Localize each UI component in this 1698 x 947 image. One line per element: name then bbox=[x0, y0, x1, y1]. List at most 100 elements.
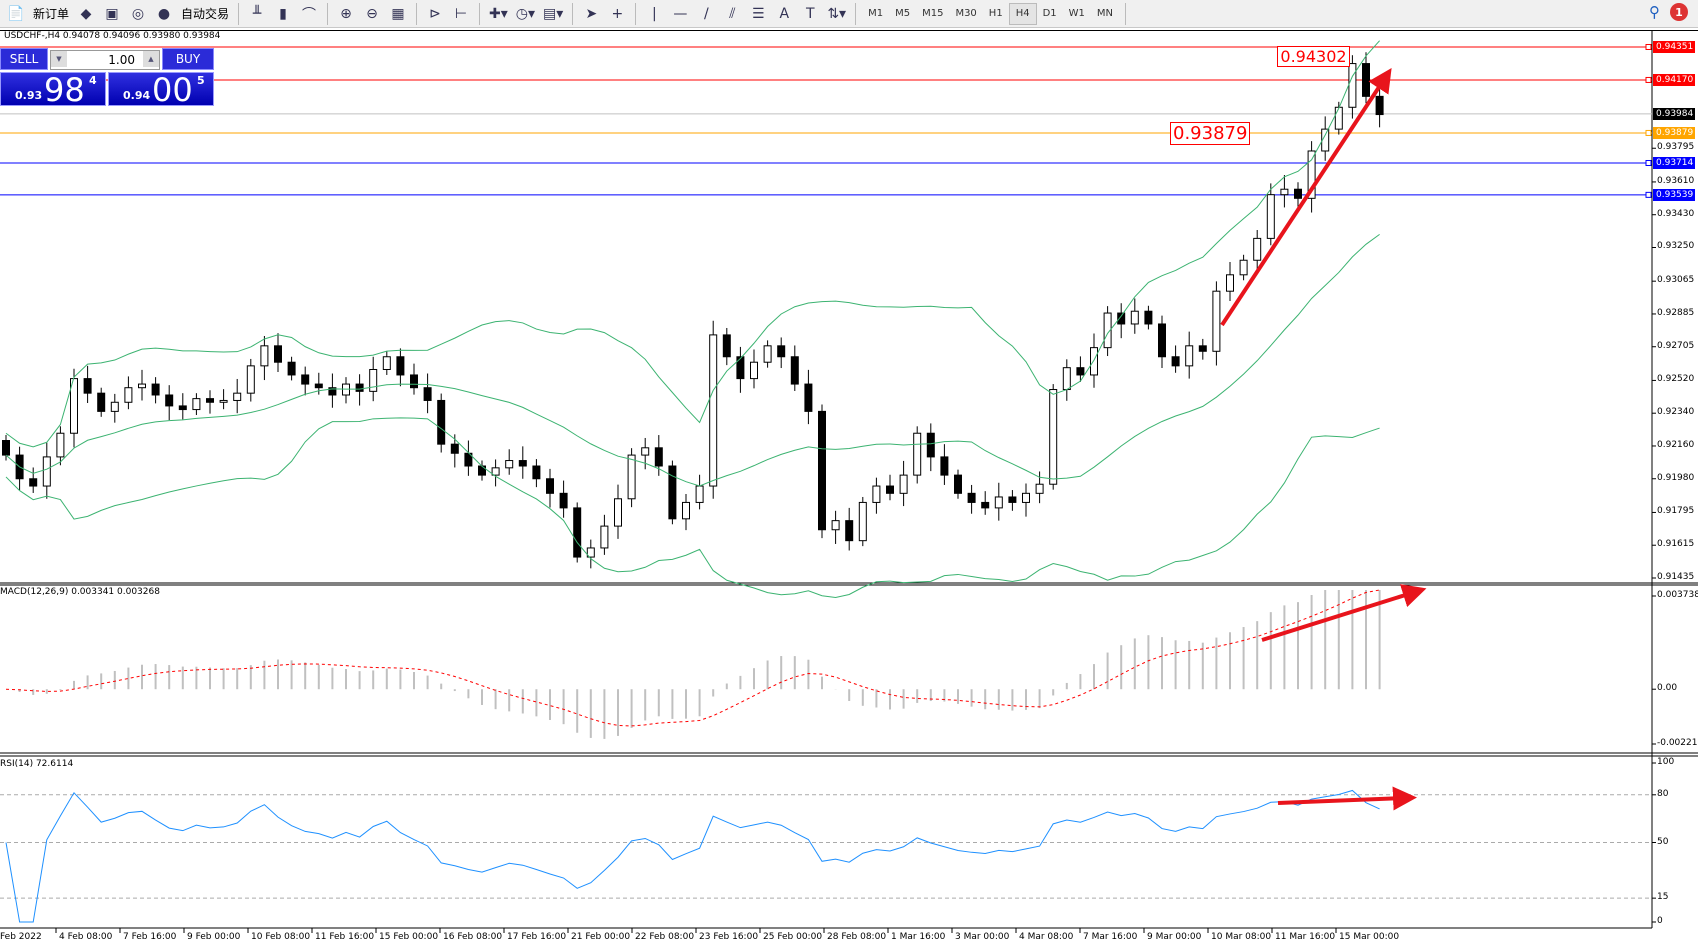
lot-increase-button[interactable]: ▲ bbox=[143, 51, 159, 67]
level-handle bbox=[1645, 129, 1652, 136]
candle-body bbox=[1362, 63, 1370, 97]
price-axis-label: 0.93065 bbox=[1657, 275, 1695, 286]
price-axis-label: 0.91615 bbox=[1657, 539, 1695, 550]
equidistant-channel-icon[interactable]: ⫽ bbox=[729, 5, 736, 22]
time-axis-label: 4 Feb 08:00 bbox=[59, 932, 113, 942]
candle-body bbox=[940, 456, 949, 476]
price-level-tag: 0.94351 bbox=[1653, 41, 1695, 53]
zoom-in-icon[interactable]: ⊕ bbox=[340, 5, 352, 22]
timeframe-m5[interactable]: M5 bbox=[895, 8, 911, 19]
candle-body bbox=[913, 432, 922, 476]
terminal-icon[interactable]: ▣ bbox=[105, 5, 119, 22]
candle-body bbox=[287, 361, 296, 376]
timeframe-h4[interactable]: H4 bbox=[1008, 2, 1037, 25]
bollinger-lower-band bbox=[5, 417, 1380, 599]
chart-shift-icon[interactable]: ⊢ bbox=[454, 5, 468, 22]
new-order-button[interactable]: 新订单 bbox=[33, 7, 70, 21]
ask-price[interactable]: 0.94 00 5 bbox=[108, 71, 214, 109]
candle-body bbox=[491, 467, 500, 476]
candle-body bbox=[1117, 312, 1126, 325]
zoom-out-icon[interactable]: ⊖ bbox=[366, 5, 378, 22]
periods-clock-icon[interactable]: ◷▾ bbox=[515, 5, 536, 22]
candlestick-icon[interactable]: ▮ bbox=[279, 5, 287, 22]
price-axis-label: 0.93430 bbox=[1657, 208, 1695, 219]
level-price-label: 0.93879 bbox=[1170, 121, 1251, 145]
time-axis-label: 3 Mar 00:00 bbox=[955, 932, 1010, 942]
timeframe-h1[interactable]: H1 bbox=[988, 8, 1003, 19]
new-order-icon[interactable]: 📄 bbox=[7, 5, 25, 22]
bid-price[interactable]: 0.93 98 4 bbox=[0, 71, 106, 109]
templates-icon[interactable]: ▤▾ bbox=[543, 5, 564, 22]
candle-body bbox=[110, 401, 119, 412]
signals-icon[interactable]: ◎ bbox=[131, 5, 145, 22]
time-axis-label: 1 Mar 16:00 bbox=[891, 932, 946, 942]
candle-body bbox=[1049, 389, 1058, 485]
time-axis-label: 7 Mar 16:00 bbox=[1083, 932, 1138, 942]
candle-body bbox=[1321, 128, 1330, 152]
candle-body bbox=[845, 520, 854, 542]
price-axis-label: 0.92340 bbox=[1657, 407, 1695, 418]
timeframe-m15[interactable]: M15 bbox=[922, 8, 944, 19]
separator bbox=[855, 2, 857, 25]
buy-button[interactable]: BUY bbox=[162, 48, 214, 70]
candle-body bbox=[450, 443, 459, 454]
level-handle bbox=[1645, 191, 1652, 198]
tile-windows-icon[interactable]: ▦ bbox=[391, 5, 405, 22]
candle-body bbox=[763, 345, 772, 363]
time-axis-label: 15 Mar 00:00 bbox=[1339, 932, 1400, 942]
separator bbox=[416, 2, 418, 25]
toolbar-right: ⚲ 1 bbox=[1649, 3, 1688, 21]
crosshair-icon[interactable]: + bbox=[611, 5, 624, 22]
lot-decrease-button[interactable]: ▼ bbox=[51, 51, 67, 67]
level-handle bbox=[1645, 76, 1652, 83]
candle-body bbox=[777, 345, 786, 358]
timeframe-mn[interactable]: MN bbox=[1096, 8, 1113, 19]
time-axis-label: 7 Feb 16:00 bbox=[123, 932, 177, 942]
time-axis-label: 4 Mar 08:00 bbox=[1019, 932, 1074, 942]
rsi-title: RSI(14) 72.6114 bbox=[0, 759, 74, 769]
candle-body bbox=[1375, 95, 1384, 116]
timeframe-m1[interactable]: M1 bbox=[868, 8, 884, 19]
timeframe-m30[interactable]: M30 bbox=[955, 8, 977, 19]
arrows-icon[interactable]: ⇅▾ bbox=[827, 5, 847, 22]
rsi-line bbox=[5, 789, 1380, 923]
auto-trading-button[interactable]: 自动交易 bbox=[181, 7, 230, 21]
candle-body bbox=[396, 356, 405, 376]
sell-button[interactable]: SELL bbox=[0, 48, 48, 70]
fibonacci-icon[interactable]: ☰ bbox=[752, 5, 765, 22]
timeframe-d1[interactable]: D1 bbox=[1042, 8, 1057, 19]
time-axis-label: 11 Feb 16:00 bbox=[315, 932, 375, 942]
candle-body bbox=[831, 520, 840, 531]
level-handle bbox=[1645, 159, 1652, 166]
metaeditor-icon[interactable]: ◆ bbox=[80, 5, 92, 22]
search-icon[interactable]: ⚲ bbox=[1649, 3, 1660, 21]
price-axis-label: 0.91980 bbox=[1657, 472, 1695, 483]
vertical-line-icon[interactable]: | bbox=[651, 5, 657, 22]
text-label-icon[interactable]: T bbox=[806, 5, 815, 22]
indicators-icon[interactable]: ✚▾ bbox=[489, 5, 508, 22]
notification-badge[interactable]: 1 bbox=[1670, 3, 1688, 21]
candle-body bbox=[382, 356, 391, 370]
candle-body bbox=[967, 492, 976, 503]
separator bbox=[1125, 2, 1126, 25]
candle-body bbox=[42, 456, 51, 487]
bar-chart-icon[interactable]: ╨ bbox=[252, 5, 262, 22]
ask-price-fraction: 5 bbox=[197, 74, 205, 87]
candle-body bbox=[804, 383, 813, 412]
text-icon[interactable]: A bbox=[779, 5, 790, 22]
candle-body bbox=[1062, 367, 1071, 391]
candle-body bbox=[1226, 274, 1234, 292]
cursor-icon[interactable]: ➤ bbox=[585, 5, 598, 22]
trendline-icon[interactable]: / bbox=[703, 5, 709, 22]
candle-body bbox=[926, 432, 935, 458]
separator bbox=[327, 2, 329, 25]
chart-window[interactable] bbox=[0, 30, 1698, 947]
timeframe-w1[interactable]: W1 bbox=[1068, 8, 1085, 19]
horizontal-line-icon[interactable]: — bbox=[673, 5, 688, 22]
auto-scroll-icon[interactable]: ⊳ bbox=[429, 5, 441, 22]
lot-size-input[interactable]: 1.00 bbox=[50, 50, 160, 70]
line-chart-icon[interactable]: ⌒ bbox=[302, 6, 317, 23]
auto-trading-icon[interactable]: ● bbox=[157, 5, 171, 22]
one-click-trading-panel: SELL 1.00 ▼ ▲ BUY 0.93 98 4 0.94 00 5 bbox=[0, 48, 215, 109]
